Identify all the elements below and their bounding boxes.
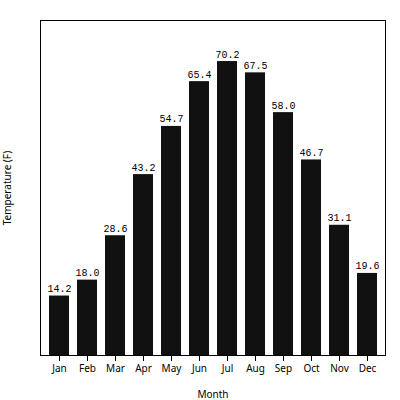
svg-text:67.5: 67.5 xyxy=(243,61,267,72)
svg-text:46.7: 46.7 xyxy=(299,148,323,159)
svg-text:Jan: Jan xyxy=(51,361,67,375)
svg-text:Oct: Oct xyxy=(303,361,320,375)
svg-text:58.0: 58.0 xyxy=(271,101,295,112)
svg-text:14.2: 14.2 xyxy=(47,284,71,295)
svg-text:18.0: 18.0 xyxy=(75,268,99,279)
svg-text:May: May xyxy=(162,361,183,375)
svg-text:Nov: Nov xyxy=(330,361,349,375)
svg-text:Aug: Aug xyxy=(246,361,265,375)
svg-text:19.6: 19.6 xyxy=(355,261,379,272)
svg-text:Jul: Jul xyxy=(221,361,234,375)
svg-text:65.4: 65.4 xyxy=(187,70,211,81)
svg-text:28.6: 28.6 xyxy=(103,224,127,235)
svg-text:70.2: 70.2 xyxy=(215,50,239,61)
svg-text:Temperature (F): Temperature (F) xyxy=(0,151,14,226)
svg-text:Month: Month xyxy=(197,387,228,400)
svg-text:Jun: Jun xyxy=(191,361,207,375)
svg-text:Feb: Feb xyxy=(79,361,96,375)
svg-text:Dec: Dec xyxy=(359,361,377,375)
svg-text:43.2: 43.2 xyxy=(131,163,155,174)
svg-text:Mar: Mar xyxy=(106,361,125,375)
svg-text:Sep: Sep xyxy=(275,361,292,375)
svg-text:Apr: Apr xyxy=(135,361,152,375)
svg-text:31.1: 31.1 xyxy=(327,213,351,224)
svg-text:54.7: 54.7 xyxy=(159,114,183,125)
